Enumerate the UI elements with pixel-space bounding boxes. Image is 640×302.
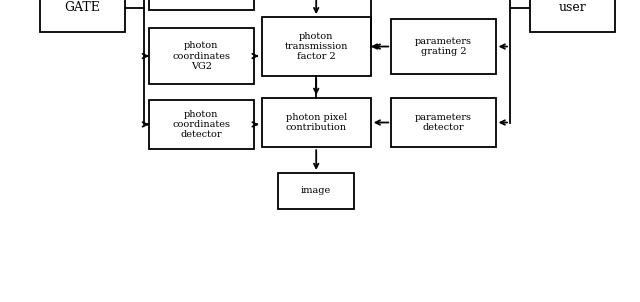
- Text: GATE: GATE: [65, 1, 100, 14]
- Text: parameters
detector: parameters detector: [415, 113, 472, 132]
- Bar: [530, 0, 615, 32]
- Bar: [40, 0, 125, 32]
- Text: parameters
grating 2: parameters grating 2: [415, 37, 472, 56]
- Text: photon
coordinates
detector: photon coordinates detector: [172, 110, 230, 139]
- Bar: [262, 98, 371, 147]
- Text: image: image: [301, 186, 332, 195]
- Bar: [391, 19, 496, 74]
- Bar: [278, 173, 354, 209]
- Text: user: user: [559, 1, 586, 14]
- Bar: [262, 17, 371, 76]
- Text: photon
coordinates
VG2: photon coordinates VG2: [172, 41, 230, 71]
- Text: photon pixel
contribution: photon pixel contribution: [285, 113, 347, 132]
- Bar: [149, 100, 253, 149]
- Bar: [149, 0, 253, 11]
- Text: photon
transmission
factor 2: photon transmission factor 2: [285, 32, 348, 61]
- Bar: [149, 28, 253, 84]
- Bar: [391, 98, 496, 147]
